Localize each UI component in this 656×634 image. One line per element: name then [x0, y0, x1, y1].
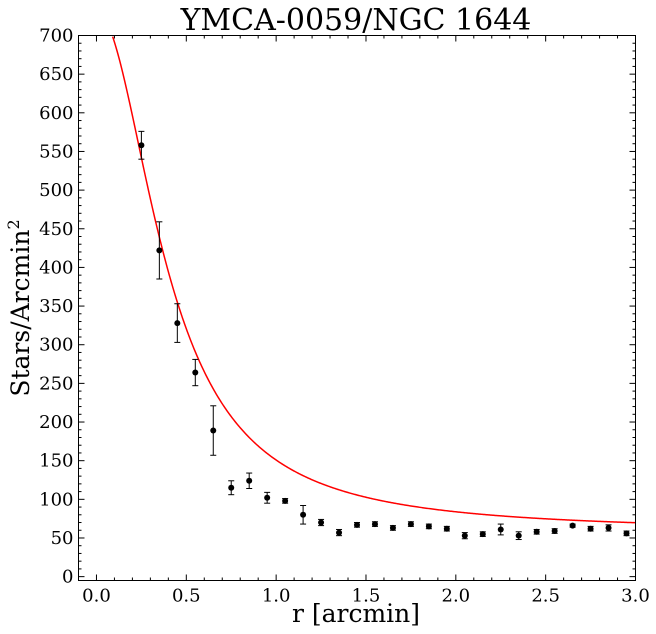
y-tick-label: 400: [39, 257, 73, 278]
data-marker: [156, 247, 163, 254]
fit-line: [111, 36, 636, 524]
x-tick-label: 2.0: [442, 586, 471, 607]
data-point: [623, 530, 630, 537]
y-tick-label: 0: [62, 567, 73, 588]
y-tick-label: 500: [39, 180, 73, 201]
y-tick-label: 350: [39, 296, 73, 317]
data-point: [479, 531, 486, 538]
data-point: [461, 532, 468, 540]
y-tick-label: 250: [39, 373, 73, 394]
data-point: [246, 472, 253, 490]
data-point: [228, 480, 235, 496]
chart-title: YMCA-0059/NGC 1644: [180, 3, 532, 38]
plot-frame: [78, 35, 636, 581]
x-tick-label: 0.5: [172, 586, 201, 607]
data-point: [605, 524, 612, 532]
axis-ticks: [78, 35, 636, 581]
data-point: [300, 505, 307, 525]
data-marker: [300, 511, 307, 518]
data-point: [210, 405, 217, 456]
data-marker: [605, 524, 612, 531]
data-marker: [354, 521, 360, 528]
data-marker: [228, 484, 235, 491]
x-tick-label: 1.0: [262, 586, 291, 607]
y-tick-label: 200: [39, 412, 73, 433]
data-marker: [533, 528, 540, 535]
data-marker: [282, 497, 289, 504]
data-marker: [138, 142, 145, 149]
data-marker: [174, 320, 181, 327]
data-points: [138, 130, 630, 541]
data-point: [318, 518, 325, 527]
data-marker: [515, 532, 522, 539]
data-point: [407, 521, 414, 528]
data-marker: [443, 525, 450, 532]
y-tick-label: 650: [39, 64, 73, 85]
data-point: [425, 523, 432, 530]
data-marker: [497, 526, 504, 533]
data-point: [174, 303, 181, 343]
y-tick-label: 600: [39, 103, 73, 124]
y-axis-label: Stars/Arcmin2: [4, 219, 35, 396]
y-tick-label: 100: [39, 489, 73, 510]
x-tick-label: 1.5: [352, 586, 381, 607]
data-point: [515, 531, 522, 541]
y-tick-label: 50: [51, 528, 74, 549]
y-tick-labels: 0 50 100 150 200 250 300 350 400 450 500 550 600 650 7…: [39, 26, 73, 588]
y-tick-label: 150: [39, 451, 73, 472]
data-marker: [246, 477, 253, 484]
data-point: [551, 528, 558, 535]
data-marker: [551, 528, 558, 535]
data-marker: [371, 521, 378, 528]
data-marker: [264, 494, 271, 501]
data-point: [336, 528, 343, 537]
data-marker: [479, 531, 486, 538]
data-marker: [587, 525, 594, 532]
data-marker: [336, 529, 343, 536]
data-point: [569, 522, 576, 529]
x-tick-labels: 0.0 0.5 1.0 1.5 2.0 2.5 3.0: [82, 586, 650, 607]
x-tick-label: 2.5: [531, 586, 560, 607]
data-point: [264, 491, 271, 504]
y-tick-label: 300: [39, 335, 73, 356]
data-point: [371, 521, 378, 528]
data-point: [138, 130, 145, 160]
data-point: [497, 523, 504, 536]
y-tick-label: 550: [39, 141, 73, 162]
data-marker: [569, 522, 576, 529]
x-tick-label: 3.0: [621, 586, 650, 607]
data-marker: [425, 523, 432, 530]
data-point: [587, 525, 594, 532]
data-marker: [623, 530, 630, 537]
y-axis-label-superscript: 2: [4, 219, 23, 229]
data-point: [389, 524, 396, 531]
data-point: [354, 521, 360, 528]
y-tick-label: 450: [39, 219, 73, 240]
data-marker: [318, 519, 325, 526]
y-tick-label: 700: [39, 26, 73, 47]
data-marker: [210, 427, 217, 434]
data-marker: [192, 369, 199, 376]
data-point: [282, 497, 289, 504]
x-axis-label: r [arcmin]: [292, 599, 420, 628]
data-marker: [461, 532, 468, 539]
x-tick-label: 0.0: [82, 586, 111, 607]
data-marker: [407, 521, 414, 528]
data-marker: [389, 524, 396, 531]
data-point: [533, 528, 540, 535]
data-point: [443, 525, 450, 532]
data-point: [192, 358, 199, 387]
y-axis-label-main: Stars/Arcmin: [6, 230, 35, 397]
data-point: [156, 221, 163, 280]
